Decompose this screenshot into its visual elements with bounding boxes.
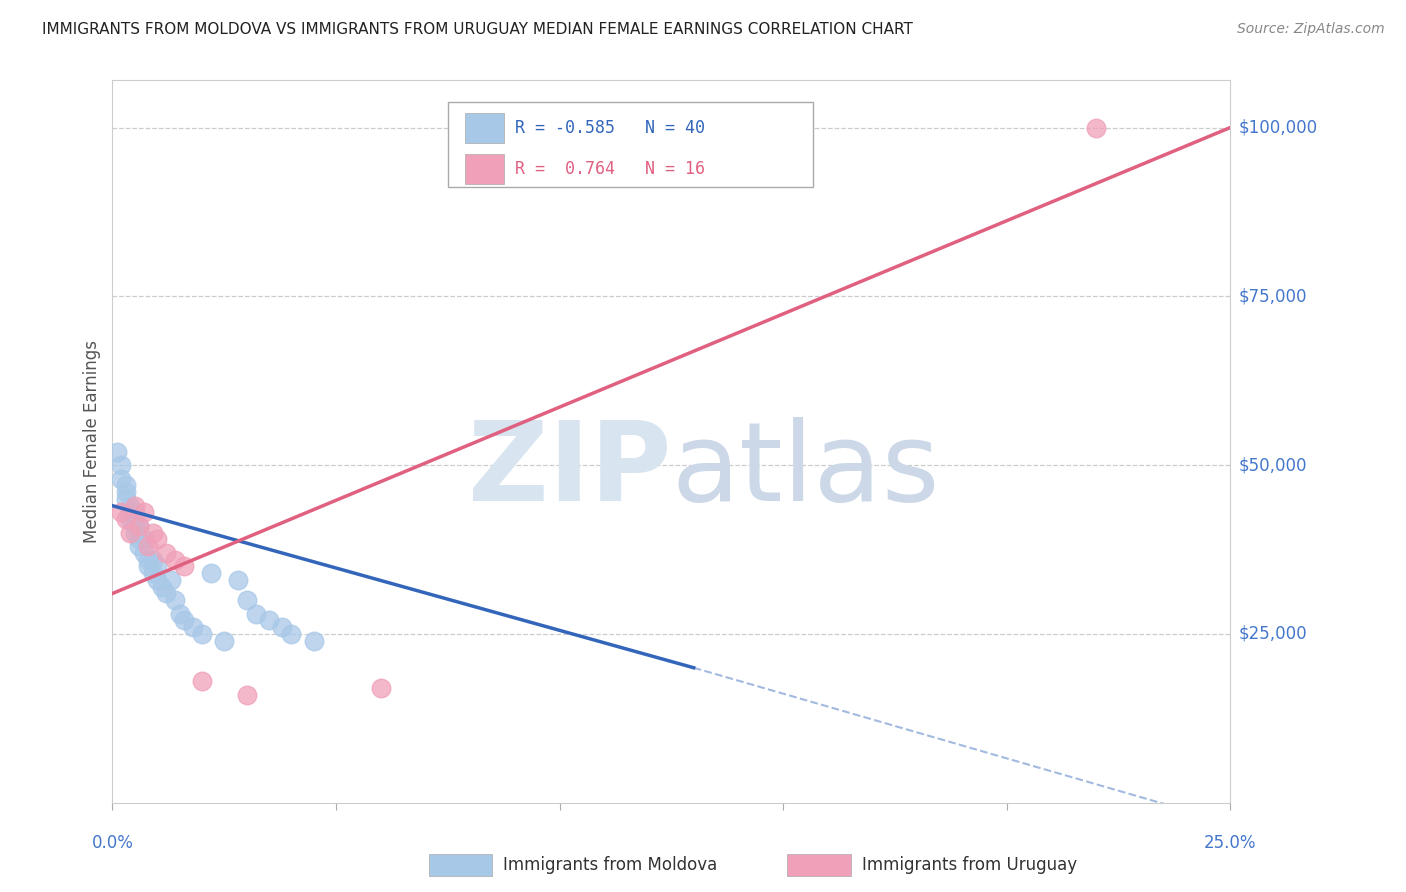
Point: [150, 580, 173, 594]
Point: [146, 573, 169, 587]
Point: [128, 533, 150, 547]
Point: [146, 559, 169, 574]
Point: [146, 533, 169, 547]
Point: [136, 552, 159, 566]
Point: [124, 505, 146, 519]
Point: [142, 525, 165, 540]
Point: [142, 552, 165, 566]
Text: $75,000: $75,000: [1239, 287, 1308, 305]
Point: [110, 472, 132, 486]
Text: Immigrants from Moldova: Immigrants from Moldova: [503, 856, 717, 874]
Point: [115, 491, 138, 506]
Point: [120, 505, 142, 519]
Point: [155, 586, 177, 600]
Point: [128, 519, 150, 533]
Point: [271, 620, 294, 634]
Point: [214, 633, 236, 648]
Point: [136, 559, 159, 574]
Point: [120, 512, 142, 526]
Text: $25,000: $25,000: [1239, 625, 1308, 643]
Point: [128, 519, 150, 533]
Point: [165, 593, 187, 607]
Point: [142, 566, 165, 581]
Point: [1085, 120, 1108, 135]
Text: atlas: atlas: [672, 417, 939, 524]
Point: [226, 573, 249, 587]
Text: ZIP: ZIP: [468, 417, 672, 524]
Text: R = -0.585   N = 40: R = -0.585 N = 40: [516, 119, 706, 136]
Point: [235, 593, 257, 607]
Point: [191, 627, 214, 641]
Point: [181, 620, 204, 634]
Text: R =  0.764   N = 16: R = 0.764 N = 16: [516, 160, 706, 178]
Point: [173, 559, 195, 574]
Point: [200, 566, 222, 581]
Y-axis label: Median Female Earnings: Median Female Earnings: [83, 340, 101, 543]
Text: $50,000: $50,000: [1239, 456, 1308, 475]
Point: [124, 499, 146, 513]
Point: [128, 539, 150, 553]
Text: Immigrants from Uruguay: Immigrants from Uruguay: [862, 856, 1077, 874]
Text: $100,000: $100,000: [1239, 119, 1317, 136]
Point: [120, 499, 142, 513]
Point: [245, 607, 267, 621]
Point: [191, 674, 214, 689]
Point: [132, 533, 155, 547]
Text: Source: ZipAtlas.com: Source: ZipAtlas.com: [1237, 22, 1385, 37]
Point: [120, 525, 142, 540]
Text: IMMIGRANTS FROM MOLDOVA VS IMMIGRANTS FROM URUGUAY MEDIAN FEMALE EARNINGS CORREL: IMMIGRANTS FROM MOLDOVA VS IMMIGRANTS FR…: [42, 22, 912, 37]
Point: [235, 688, 257, 702]
Point: [115, 485, 138, 500]
Point: [110, 505, 132, 519]
Point: [165, 552, 187, 566]
Point: [132, 505, 155, 519]
Point: [370, 681, 392, 695]
Point: [169, 607, 191, 621]
Point: [257, 614, 280, 628]
Point: [280, 627, 302, 641]
Point: [115, 512, 138, 526]
Text: 0.0%: 0.0%: [91, 834, 134, 852]
Point: [105, 444, 128, 458]
Point: [110, 458, 132, 472]
Text: 25.0%: 25.0%: [1204, 834, 1257, 852]
Point: [302, 633, 325, 648]
Point: [132, 546, 155, 560]
Point: [173, 614, 195, 628]
Point: [115, 478, 138, 492]
Point: [124, 525, 146, 540]
Point: [136, 539, 159, 553]
Point: [155, 546, 177, 560]
Point: [124, 519, 146, 533]
Point: [159, 573, 181, 587]
